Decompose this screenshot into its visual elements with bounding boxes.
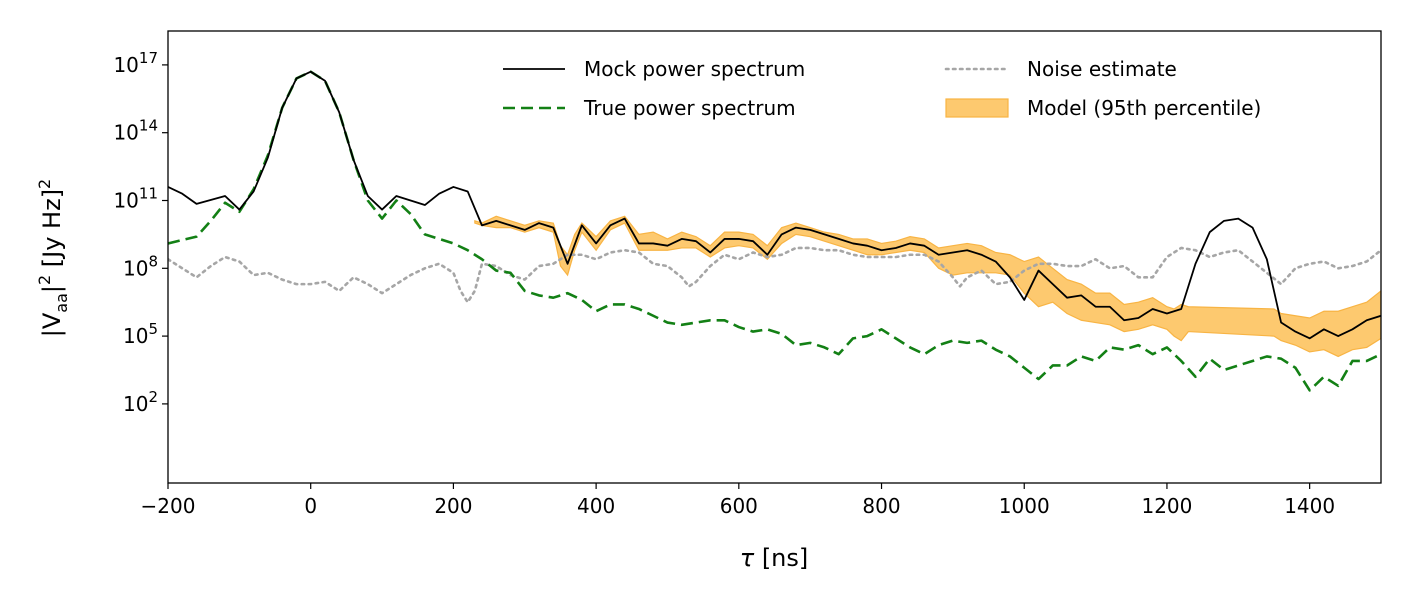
- legend-label-mock: Mock power spectrum: [584, 57, 805, 81]
- y-tick-base: 10: [113, 121, 138, 145]
- y-tick-base: 10: [123, 324, 148, 348]
- y-label-sup2: 2: [35, 179, 54, 189]
- legend: Mock power spectrum Noise estimate True po…: [503, 57, 1261, 120]
- y-tick-exponent: 2: [148, 388, 158, 406]
- x-tick-label: 1200: [1141, 494, 1192, 518]
- y-tick-label: 1014: [113, 117, 158, 145]
- legend-label-noise: Noise estimate: [1027, 57, 1177, 81]
- y-tick-exponent: 5: [148, 320, 158, 338]
- y-label-sub: aa: [52, 293, 71, 313]
- y-label-v: |V: [38, 312, 66, 337]
- y-tick-exponent: 14: [139, 117, 158, 135]
- x-axis-unit: [ns]: [762, 544, 808, 572]
- y-tick-label: 1011: [113, 185, 158, 213]
- y-tick-base: 10: [113, 53, 138, 77]
- mock-series-line: [168, 70, 1381, 340]
- y-tick-label: 108: [123, 252, 158, 280]
- x-axis-label: τ [ns]: [740, 544, 809, 572]
- legend-item-true: True power spectrum: [503, 96, 796, 120]
- y-tick-base: 10: [113, 189, 138, 213]
- x-tick-label: −200: [141, 494, 196, 518]
- x-tick-label: 0: [304, 494, 317, 518]
- plot-area: [168, 70, 1381, 392]
- legend-swatch-model: [945, 98, 1009, 118]
- y-label-sup1: 2: [35, 275, 54, 285]
- legend-label-true: True power spectrum: [583, 96, 796, 120]
- plot-frame: [167, 30, 1382, 484]
- x-axis: −200 0 200 400 600 800 1000 1200 1400: [141, 483, 1335, 518]
- y-tick-label: 102: [123, 388, 158, 416]
- x-axis-symbol: τ: [740, 544, 755, 572]
- legend-item-noise: Noise estimate: [944, 57, 1177, 81]
- y-tick-base: 10: [123, 256, 148, 280]
- y-tick-exponent: 8: [148, 252, 158, 270]
- x-tick-label: 1000: [999, 494, 1050, 518]
- series-layer: [168, 70, 1381, 392]
- y-label-unit: [Jy Hz]: [38, 189, 66, 275]
- x-tick-label: 600: [720, 494, 758, 518]
- true-series-line: [168, 70, 1381, 392]
- y-tick-label: 1017: [113, 49, 158, 77]
- x-tick-label: 400: [577, 494, 615, 518]
- noise-series-line: [168, 246, 1381, 304]
- y-axis-label: |Vaa|2 [Jy Hz]2: [35, 179, 71, 338]
- y-tick-exponent: 11: [139, 185, 158, 203]
- x-tick-label: 1400: [1284, 494, 1335, 518]
- legend-item-mock: Mock power spectrum: [503, 57, 805, 81]
- y-tick-exponent: 17: [139, 49, 158, 67]
- y-tick-base: 10: [123, 392, 148, 416]
- model-band: [474, 215, 1381, 358]
- x-tick-label: 200: [434, 494, 472, 518]
- legend-item-model: Model (95th percentile): [945, 96, 1261, 120]
- y-tick-label: 105: [123, 320, 158, 348]
- legend-label-model: Model (95th percentile): [1027, 96, 1261, 120]
- y-label-bracket: |: [38, 285, 66, 293]
- x-tick-label: 800: [862, 494, 900, 518]
